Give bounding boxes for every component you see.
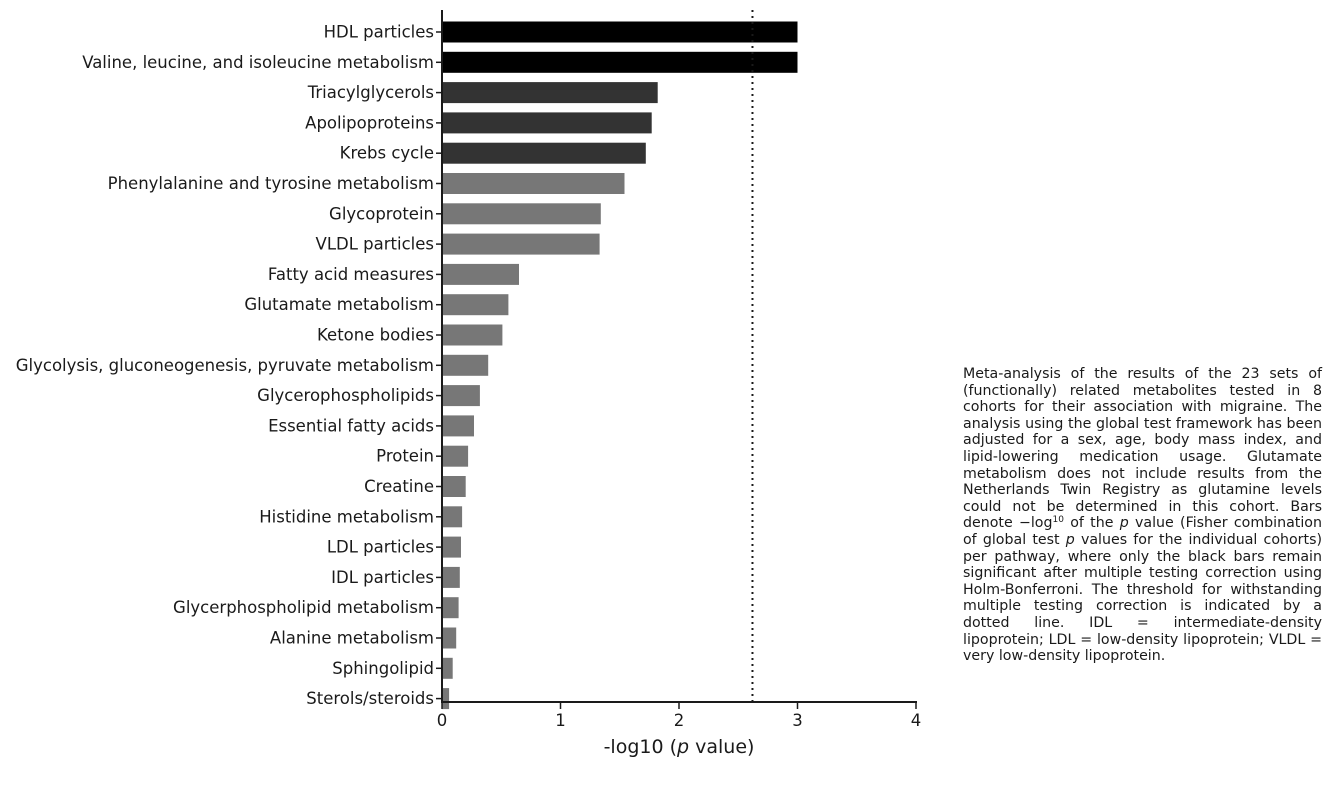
y-axis bbox=[436, 10, 443, 702]
bar bbox=[442, 51, 798, 73]
category-label: Triacylglycerols bbox=[307, 83, 434, 102]
x-tick-label: 0 bbox=[437, 711, 448, 730]
category-label: Glycerphospholipid metabolism bbox=[173, 598, 434, 617]
bar bbox=[442, 566, 460, 588]
caption-p-italic-2: p bbox=[1065, 531, 1075, 548]
category-label: Fatty acid measures bbox=[268, 265, 434, 284]
caption-part-3: value (Fisher combination of global test bbox=[963, 515, 1322, 548]
bar bbox=[442, 233, 600, 255]
bar bbox=[442, 506, 463, 528]
category-label: IDL particles bbox=[331, 568, 434, 587]
bar bbox=[442, 657, 453, 679]
x-axis-label: -log10 (p value) bbox=[604, 736, 755, 758]
figure-caption: Meta-analysis of the results of the 23 s… bbox=[963, 366, 1322, 665]
category-label: Sterols/steroids bbox=[306, 689, 434, 708]
category-label: Histidine metabolism bbox=[259, 507, 434, 526]
bar bbox=[442, 627, 457, 649]
bars-group bbox=[442, 21, 798, 710]
bar bbox=[442, 173, 625, 194]
bar bbox=[442, 324, 503, 346]
x-tick-label: 4 bbox=[911, 711, 922, 730]
bar bbox=[442, 294, 509, 316]
x-axis-label-suffix: value) bbox=[689, 736, 754, 758]
bar bbox=[442, 597, 459, 619]
category-label: Glycerophospholipids bbox=[257, 386, 434, 405]
bar bbox=[442, 536, 461, 558]
category-label: Apolipoproteins bbox=[305, 113, 434, 132]
bar-chart: HDL particles Valine, leucine, and isoleu… bbox=[16, 10, 922, 758]
category-label: Protein bbox=[376, 447, 434, 466]
category-label: Valine, leucine, and isoleucine metaboli… bbox=[82, 53, 434, 72]
bar bbox=[442, 263, 519, 285]
caption-part-2: of the bbox=[1063, 515, 1120, 532]
x-axis: 0 1 2 3 4 bbox=[437, 701, 922, 730]
category-labels-group: HDL particles Valine, leucine, and isoleu… bbox=[16, 23, 434, 709]
category-label: Alanine metabolism bbox=[270, 629, 434, 648]
category-label: Essential fatty acids bbox=[268, 416, 434, 435]
category-label: Phenylalanine and tyrosine metabolism bbox=[108, 174, 434, 193]
category-label: Sphingolipid bbox=[332, 659, 434, 678]
category-label: Glycolysis, gluconeogenesis, pyruvate me… bbox=[16, 356, 434, 375]
caption-part-4: values for the individual cohorts) per p… bbox=[963, 531, 1322, 665]
x-tick-label: 3 bbox=[792, 711, 803, 730]
x-tick-label: 2 bbox=[674, 711, 685, 730]
caption-superscript: 10 bbox=[1052, 515, 1064, 526]
caption-p-italic-1: p bbox=[1119, 515, 1129, 532]
bar bbox=[442, 445, 469, 467]
x-axis-label-prefix: -log10 ( bbox=[604, 736, 677, 758]
category-label: HDL particles bbox=[324, 23, 434, 42]
bar bbox=[442, 415, 474, 437]
bar bbox=[442, 21, 798, 43]
category-label: LDL particles bbox=[327, 538, 434, 557]
x-tick-label: 1 bbox=[555, 711, 566, 730]
category-label: Creatine bbox=[364, 477, 434, 496]
category-label: Ketone bodies bbox=[317, 326, 434, 345]
category-label: VLDL particles bbox=[316, 235, 434, 254]
bar bbox=[442, 354, 489, 376]
caption-part-1: Meta-analysis of the results of the 23 s… bbox=[963, 366, 1322, 532]
bar bbox=[442, 142, 646, 164]
category-label: Glycoprotein bbox=[329, 204, 434, 223]
bar bbox=[442, 476, 466, 497]
category-label: Krebs cycle bbox=[340, 144, 434, 163]
bar bbox=[442, 203, 601, 225]
bar bbox=[442, 385, 480, 407]
bar bbox=[442, 112, 652, 134]
x-axis-label-italic: p bbox=[676, 736, 689, 758]
category-label: Glutamate metabolism bbox=[244, 295, 434, 314]
bar bbox=[442, 688, 450, 710]
bar bbox=[442, 82, 658, 104]
